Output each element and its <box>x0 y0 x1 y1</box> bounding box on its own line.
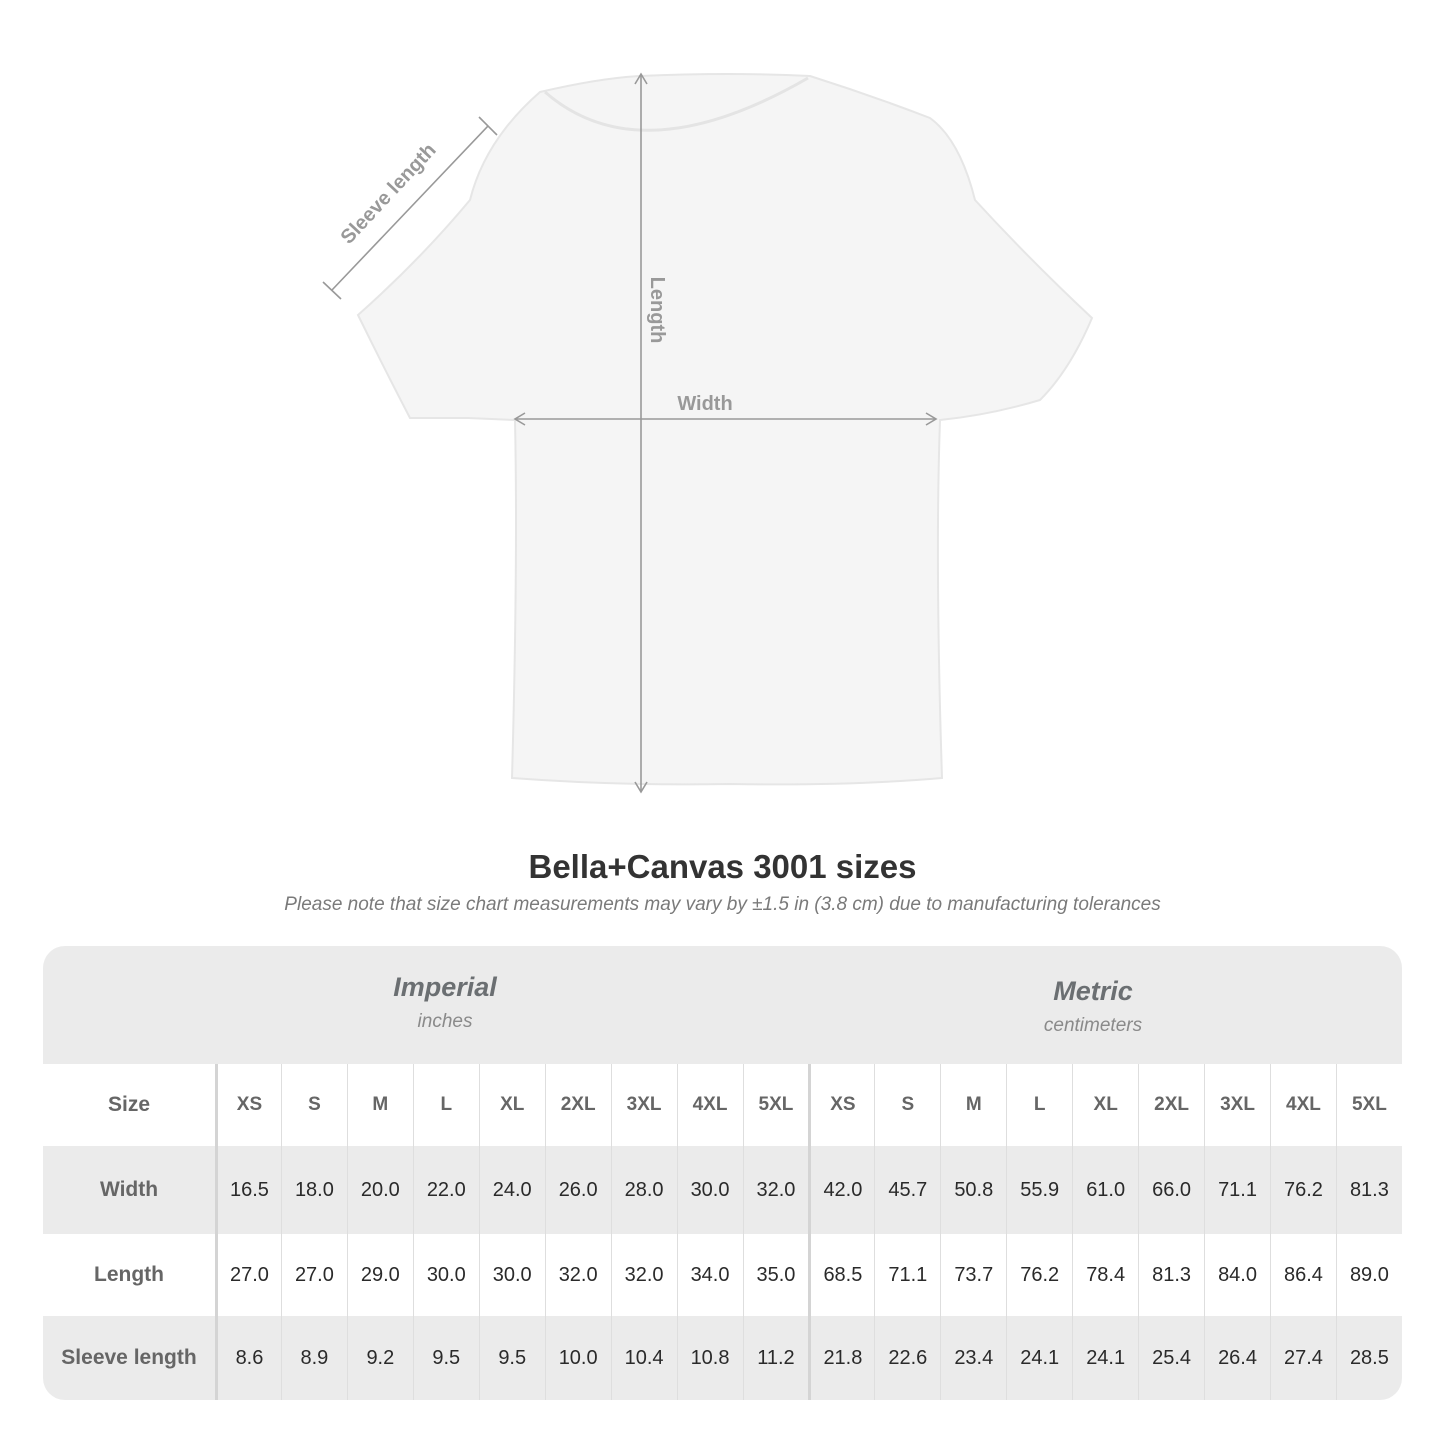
table-cell: 71.1 <box>1204 1146 1270 1234</box>
size-header-cell: M <box>346 1064 413 1146</box>
table-cell: 34.0 <box>676 1234 743 1316</box>
table-cell: 28.0 <box>610 1146 677 1234</box>
table-cell: 35.0 <box>742 1234 809 1316</box>
table-cell: 76.2 <box>1006 1234 1072 1316</box>
table-cell: 68.5 <box>808 1234 874 1316</box>
unit-header: Imperial inches Metric centimeters <box>43 946 1402 1064</box>
table-row: Width 16.5 18.0 20.0 22.0 24.0 26.0 28.0 30.0 32.… <box>43 1146 1402 1234</box>
table-cell: 73.7 <box>940 1234 1006 1316</box>
table-cell: 89.0 <box>1335 1234 1402 1316</box>
table-cell: 66.0 <box>1138 1146 1204 1234</box>
size-header-cell: S <box>280 1064 347 1146</box>
table-cell: 71.1 <box>874 1234 940 1316</box>
table-cell: 26.0 <box>544 1146 611 1234</box>
table-cell: 27.4 <box>1270 1316 1336 1400</box>
size-header-cell: 2XL <box>1138 1064 1204 1146</box>
table-cell: 22.6 <box>874 1316 940 1400</box>
tshirt-shape <box>356 73 1094 786</box>
size-header-cell: L <box>1006 1064 1072 1146</box>
table-cell: 78.4 <box>1072 1234 1138 1316</box>
table-cell: 10.0 <box>544 1316 611 1400</box>
table-cell: 50.8 <box>940 1146 1006 1234</box>
table-cell: 25.4 <box>1138 1316 1204 1400</box>
table-cell: 8.6 <box>215 1316 281 1400</box>
size-header-cell: XS <box>808 1064 874 1146</box>
row-label: Width <box>99 1178 159 1201</box>
imperial-unit: inches <box>417 1011 473 1032</box>
width-label: Width <box>677 393 732 415</box>
size-header-row: Size XS S M L XL 2XL 3XL 4XL 5XL XS S M L XL 2XL 3XL 4XL 5… <box>43 1064 1402 1146</box>
table-cell: 30.0 <box>412 1234 479 1316</box>
table-cell: 55.9 <box>1006 1146 1072 1234</box>
table-cell: 27.0 <box>215 1234 281 1316</box>
table-cell: 22.0 <box>412 1146 479 1234</box>
table-cell: 24.1 <box>1006 1316 1072 1400</box>
length-label: Length <box>646 277 668 344</box>
table-cell: 23.4 <box>940 1316 1006 1400</box>
table-cell: 28.5 <box>1335 1316 1402 1400</box>
metric-title: Metric <box>1053 976 1133 1006</box>
table-cell: 32.0 <box>610 1234 677 1316</box>
table-cell: 24.0 <box>478 1146 545 1234</box>
table-cell: 81.3 <box>1335 1146 1402 1234</box>
table-row: Length 27.0 27.0 29.0 30.0 30.0 32.0 32.0 34.0 35… <box>43 1234 1402 1316</box>
size-header-cell: XS <box>215 1064 281 1146</box>
size-header-cell: XL <box>478 1064 545 1146</box>
size-header-cell: XL <box>1072 1064 1138 1146</box>
size-header-cell: L <box>412 1064 479 1146</box>
table-cell: 18.0 <box>280 1146 347 1234</box>
sleeve-length-label: Sleeve length <box>337 139 441 248</box>
imperial-header: Imperial inches <box>245 972 645 1033</box>
table-cell: 29.0 <box>346 1234 413 1316</box>
table-cell: 16.5 <box>215 1146 281 1234</box>
size-header-cell: M <box>940 1064 1006 1146</box>
table-cell: 42.0 <box>808 1146 874 1234</box>
table-cell: 8.9 <box>280 1316 347 1400</box>
size-header-cell: 4XL <box>1270 1064 1336 1146</box>
metric-unit: centimeters <box>1043 1015 1143 1036</box>
table-cell: 26.4 <box>1204 1316 1270 1400</box>
page-title: Bella+Canvas 3001 sizes <box>528 848 917 885</box>
table-cell: 61.0 <box>1072 1146 1138 1234</box>
table-cell: 86.4 <box>1270 1234 1336 1316</box>
size-header-cell: 2XL <box>544 1064 611 1146</box>
row-label: Sleeve length <box>61 1346 197 1369</box>
row-label: Size <box>107 1093 151 1116</box>
size-table: Imperial inches Metric centimeters Size X… <box>43 946 1402 1400</box>
tshirt-diagram: Sleeve length Length Width <box>322 72 1094 794</box>
size-header-cell: S <box>874 1064 940 1146</box>
table-row: Sleeve length 8.6 8.9 9.2 9.5 9.5 10.0 10.4 10.8… <box>43 1316 1402 1400</box>
tolerance-note: Please note that size chart measurements… <box>284 894 1161 915</box>
collar <box>544 76 809 132</box>
table-cell: 9.5 <box>478 1316 545 1400</box>
table-cell: 30.0 <box>676 1146 743 1234</box>
table-cell: 76.2 <box>1270 1146 1336 1234</box>
table-cell: 45.7 <box>874 1146 940 1234</box>
table-cell: 20.0 <box>346 1146 413 1234</box>
table-cell: 32.0 <box>544 1234 611 1316</box>
table-cell: 27.0 <box>280 1234 347 1316</box>
annotations <box>322 72 938 794</box>
table-cell: 84.0 <box>1204 1234 1270 1316</box>
table-cell: 30.0 <box>478 1234 545 1316</box>
table-cell: 11.2 <box>742 1316 809 1400</box>
table-cell: 9.5 <box>412 1316 479 1400</box>
table-cell: 21.8 <box>808 1316 874 1400</box>
table-cell: 81.3 <box>1138 1234 1204 1316</box>
table-cell: 9.2 <box>346 1316 413 1400</box>
size-header-cell: 3XL <box>610 1064 677 1146</box>
table-cell: 10.4 <box>610 1316 677 1400</box>
table-cell: 10.8 <box>676 1316 743 1400</box>
size-header-cell: 3XL <box>1204 1064 1270 1146</box>
row-label: Length <box>94 1263 164 1286</box>
imperial-title: Imperial <box>393 972 497 1002</box>
size-header-cell: 5XL <box>742 1064 809 1146</box>
table-cell: 24.1 <box>1072 1316 1138 1400</box>
table-cell: 32.0 <box>742 1146 809 1234</box>
size-header-cell: 4XL <box>676 1064 743 1146</box>
size-header-cell: 5XL <box>1335 1064 1402 1146</box>
metric-header: Metric centimeters <box>893 976 1293 1037</box>
